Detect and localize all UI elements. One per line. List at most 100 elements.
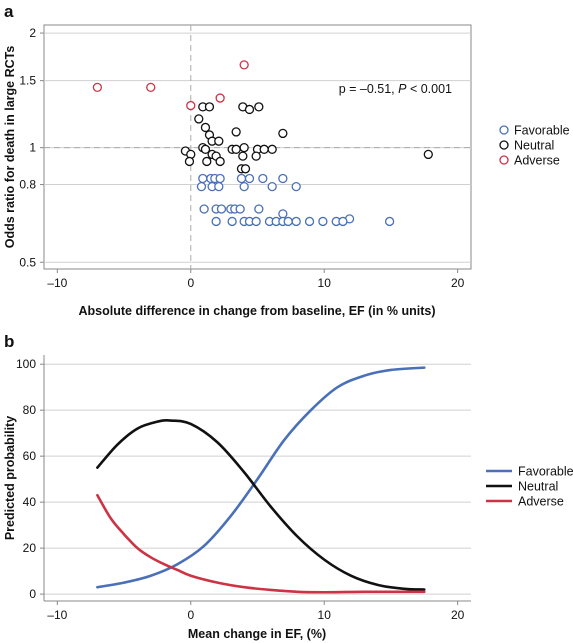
panel-b-x-tick-label: –10 xyxy=(47,608,67,622)
point-adverse xyxy=(146,82,156,93)
panel-a-y-tick-label: 0.5 xyxy=(19,255,36,269)
panel-a-x-tick-label: –10 xyxy=(47,276,67,290)
panel-a-x-tick-label: 20 xyxy=(451,276,465,290)
point-neutral xyxy=(251,151,261,161)
line-adverse xyxy=(96,493,426,594)
panel-b-x-ticks: –10 0 10 20 xyxy=(47,601,465,622)
line-favorable xyxy=(96,366,426,589)
point-neutral xyxy=(259,144,269,154)
point-neutral xyxy=(231,127,241,137)
point-neutral xyxy=(200,144,211,154)
panel-b-y-tick-label: 100 xyxy=(16,357,36,371)
point-favorable xyxy=(227,216,237,227)
annotation-p: P xyxy=(398,82,407,96)
panel-b-lines xyxy=(96,366,426,594)
point-favorable xyxy=(211,216,221,227)
point-favorable xyxy=(278,173,288,184)
legend-marker-adverse xyxy=(499,155,509,165)
point-favorable xyxy=(239,181,249,192)
point-neutral xyxy=(200,122,211,133)
legend-label-adverse: Adverse xyxy=(518,495,564,509)
panel-b-y-tick-label: 20 xyxy=(23,541,37,555)
legend-label-neutral: Neutral xyxy=(518,480,558,494)
panel-b-y-tick-label: 40 xyxy=(23,495,37,509)
point-adverse xyxy=(239,60,249,70)
point-adverse xyxy=(215,93,225,103)
point-neutral xyxy=(202,156,212,167)
point-favorable xyxy=(199,204,209,214)
point-favorable xyxy=(235,204,245,214)
point-neutral xyxy=(231,144,241,154)
legend-marker-neutral xyxy=(499,140,509,150)
point-favorable xyxy=(278,209,288,219)
panel-a-x-tick-label: 10 xyxy=(318,276,332,290)
panel-a-y-axis-label: Odds ratio for death in large RCTs xyxy=(3,46,17,249)
panel-b-x-tick-label: 0 xyxy=(187,608,194,622)
panel-a-y-ticks: 0.5 0.8 1 1.5 2 xyxy=(19,26,44,269)
panel-a-y-tick-label: 2 xyxy=(29,26,36,40)
panel-b-y-tick-label: 0 xyxy=(29,587,36,601)
point-neutral xyxy=(194,114,204,124)
point-favorable xyxy=(318,216,328,227)
panel-a-x-tick-label: 0 xyxy=(187,276,194,290)
point-favorable xyxy=(267,181,277,192)
point-favorable xyxy=(283,216,293,227)
panel-a-y-tick-label: 1 xyxy=(29,141,36,155)
correlation-annotation: p = –0.51, P < 0.001 xyxy=(339,82,452,96)
panel-b-y-axis-label: Predicted probability xyxy=(3,416,17,540)
point-neutral xyxy=(214,136,224,146)
point-favorable xyxy=(291,216,301,227)
legend-label-neutral: Neutral xyxy=(514,139,554,153)
panel-b-y-tick-label: 80 xyxy=(23,403,37,417)
panel-b-x-tick-label: 20 xyxy=(451,608,465,622)
point-neutral xyxy=(278,128,288,139)
panel-b-letter: b xyxy=(4,332,14,351)
legend-label-favorable: Favorable xyxy=(518,465,573,479)
point-favorable xyxy=(304,216,315,227)
point-favorable xyxy=(258,173,268,184)
panel-b-x-axis-label: Mean change in EF, (%) xyxy=(188,627,326,641)
point-favorable xyxy=(198,173,208,184)
panel-a-letter: a xyxy=(4,2,14,21)
legend-label-adverse: Adverse xyxy=(514,154,560,168)
point-neutral xyxy=(215,156,225,167)
point-neutral xyxy=(267,144,277,154)
panel-a-x-ticks: –10 0 10 20 xyxy=(47,269,465,290)
point-neutral xyxy=(238,151,248,161)
point-adverse xyxy=(92,82,103,93)
point-neutral xyxy=(204,102,215,112)
point-neutral xyxy=(254,102,264,112)
panel-b: b –10 0 10 20 0 20 40 60 80 100 Mean change in E… xyxy=(3,332,573,641)
panel-b-y-ticks: 0 20 40 60 80 100 xyxy=(16,357,44,601)
point-favorable xyxy=(251,216,261,227)
annotation-prefix: p = –0.51, xyxy=(339,82,398,96)
point-favorable xyxy=(216,204,227,214)
point-favorable xyxy=(214,181,224,192)
annotation-suffix: < 0.001 xyxy=(406,82,452,96)
point-favorable xyxy=(215,173,225,184)
point-neutral xyxy=(244,104,255,115)
point-favorable xyxy=(254,204,264,214)
point-favorable xyxy=(384,216,395,227)
point-adverse xyxy=(186,100,196,111)
panel-a-y-tick-label: 1.5 xyxy=(19,74,36,88)
point-favorable xyxy=(236,173,247,184)
panel-a: a –10 0 10 20 0.5 0.8 1 1.5 2 p = –0.51, P < 0.… xyxy=(3,2,570,318)
point-favorable xyxy=(291,181,301,192)
panel-a-x-axis-label: Absolute difference in change from basel… xyxy=(79,304,436,318)
point-favorable xyxy=(338,216,348,227)
line-neutral xyxy=(96,419,426,591)
point-neutral xyxy=(184,156,195,167)
panel-a-plot-frame xyxy=(43,24,472,270)
point-neutral xyxy=(239,143,249,153)
panel-b-gridlines xyxy=(44,363,471,595)
panel-a-y-tick-label: 0.8 xyxy=(19,178,36,192)
point-neutral xyxy=(240,164,251,174)
panel-b-y-tick-label: 60 xyxy=(23,449,37,463)
point-favorable xyxy=(196,181,207,192)
legend-label-favorable: Favorable xyxy=(514,124,570,138)
panel-a-points xyxy=(92,60,433,227)
